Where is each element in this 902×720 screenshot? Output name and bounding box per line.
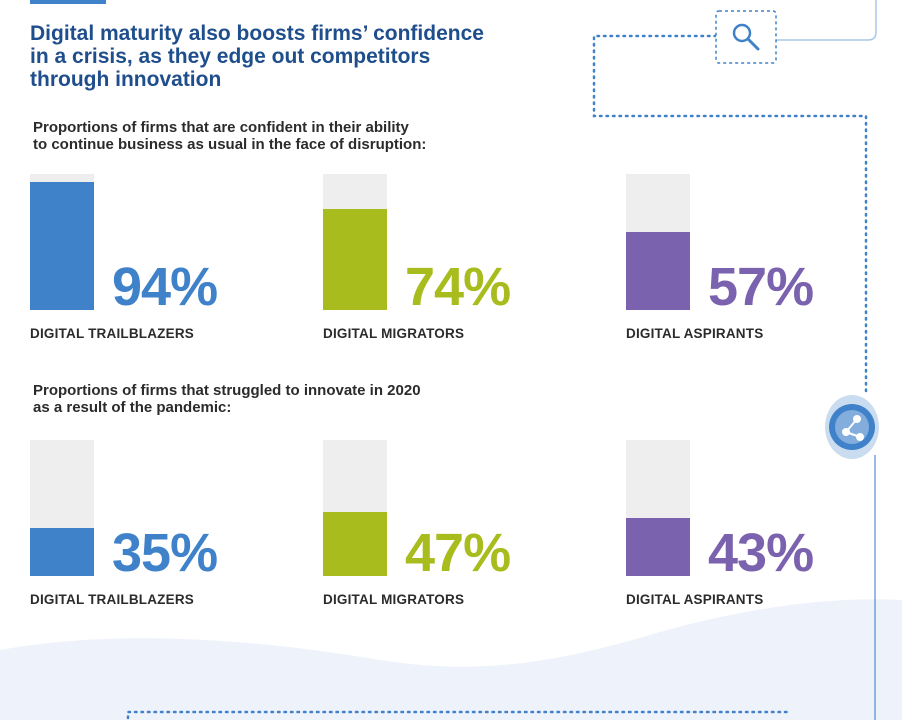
- corner-line: [776, 0, 877, 41]
- category-label: DIGITAL ASPIRANTS: [626, 592, 764, 607]
- headline-line: in a crisis, as they edge out competitor…: [30, 45, 431, 68]
- chart-1-title: Proportions of firms that are confident …: [33, 119, 553, 153]
- page-headline: Digital maturity also boosts firms’ conf…: [30, 22, 590, 91]
- chart-1-bar-group-aspirants: 57% DIGITAL ASPIRANTS: [626, 174, 886, 354]
- category-label: DIGITAL TRAILBLAZERS: [30, 326, 194, 341]
- bar-migrators: [323, 512, 387, 576]
- top-accent-bar: [30, 0, 106, 4]
- wave-shape: [0, 599, 902, 720]
- bar-trailblazers: [30, 182, 94, 310]
- chart-title-line: to continue business as usual in the fac…: [33, 136, 427, 153]
- chart-2-bar-group-trailblazers: 35% DIGITAL TRAILBLAZERS: [30, 440, 290, 620]
- bar-track: [30, 174, 94, 310]
- chart-2-title: Proportions of firms that struggled to i…: [33, 382, 553, 416]
- category-label: DIGITAL ASPIRANTS: [626, 326, 764, 341]
- bar-track: [30, 440, 94, 576]
- chart-2-bar-group-migrators: 47% DIGITAL MIGRATORS: [323, 440, 583, 620]
- category-label: DIGITAL MIGRATORS: [323, 592, 465, 607]
- value-label: 74%: [405, 257, 511, 317]
- category-label: DIGITAL TRAILBLAZERS: [30, 592, 194, 607]
- chart-title-line: as a result of the pandemic:: [33, 399, 232, 416]
- dotted-connector-line: [592, 34, 868, 397]
- search-icon: [715, 10, 777, 64]
- value-label: 57%: [708, 257, 814, 317]
- network-icon: [825, 395, 879, 459]
- chart-1-bar-group-trailblazers: 94% DIGITAL TRAILBLAZERS: [30, 174, 290, 354]
- headline-line: Digital maturity also boosts firms’ conf…: [30, 22, 484, 45]
- value-label: 35%: [112, 523, 218, 583]
- bar-track: [626, 174, 690, 310]
- bar-migrators: [323, 209, 387, 310]
- bar-track: [323, 174, 387, 310]
- value-label: 94%: [112, 257, 218, 317]
- bar-aspirants: [626, 518, 690, 576]
- category-label: DIGITAL MIGRATORS: [323, 326, 465, 341]
- bar-track: [323, 440, 387, 576]
- bar-trailblazers: [30, 528, 94, 576]
- bar-aspirants: [626, 232, 690, 310]
- bar-track: [626, 440, 690, 576]
- headline-line: through innovation: [30, 68, 222, 91]
- chart-2-bar-group-aspirants: 43% DIGITAL ASPIRANTS: [626, 440, 886, 620]
- chart-title-line: Proportions of firms that are confident …: [33, 119, 409, 136]
- value-label: 43%: [708, 523, 814, 583]
- chart-title-line: Proportions of firms that struggled to i…: [33, 382, 421, 399]
- chart-1-bar-group-migrators: 74% DIGITAL MIGRATORS: [323, 174, 583, 354]
- value-label: 47%: [405, 523, 511, 583]
- bottom-dotted-box: [126, 710, 792, 720]
